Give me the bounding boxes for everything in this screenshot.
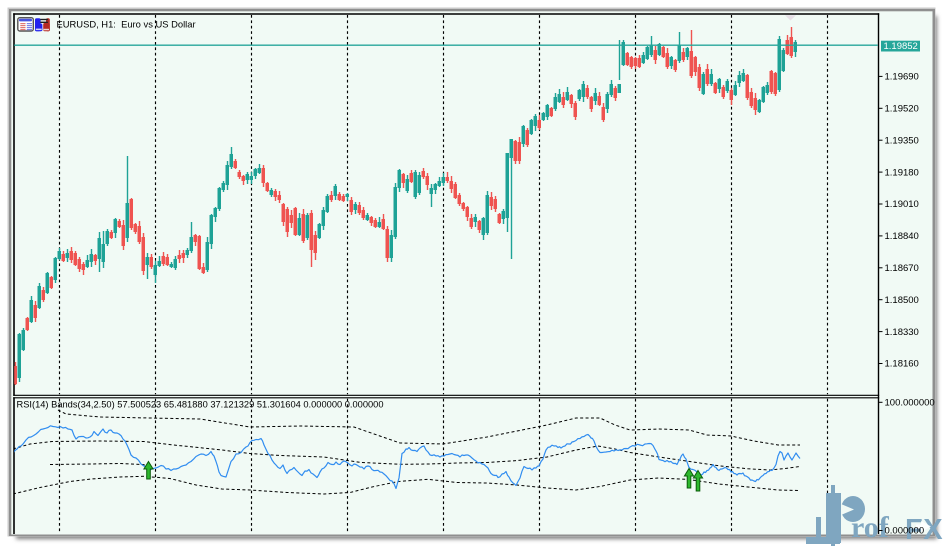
svg-text:1.19520: 1.19520 [885, 104, 919, 115]
svg-text:1.19010: 1.19010 [885, 199, 919, 210]
svg-text:1.18160: 1.18160 [885, 359, 919, 370]
svg-text:1.19690: 1.19690 [885, 72, 919, 83]
svg-text:RSI(14) Bands(34,2.50) 57.5005: RSI(14) Bands(34,2.50) 57.500523 65.4818… [17, 400, 384, 410]
svg-text:1.19350: 1.19350 [885, 135, 919, 146]
svg-text:1.18500: 1.18500 [885, 295, 919, 306]
svg-text:100.000000: 100.000000 [885, 398, 935, 409]
svg-text:0.000000: 0.000000 [885, 526, 925, 537]
svg-text:1.18330: 1.18330 [885, 327, 919, 338]
svg-text:1.18840: 1.18840 [885, 231, 919, 242]
svg-text:1.18670: 1.18670 [885, 263, 919, 274]
svg-text:EURUSD, H1: Euro vs US Dollar: EURUSD, H1: Euro vs US Dollar [57, 18, 196, 29]
svg-text:rof: rof [851, 511, 890, 544]
svg-text:1.19852: 1.19852 [884, 41, 918, 52]
svg-text:1.19180: 1.19180 [885, 167, 919, 178]
